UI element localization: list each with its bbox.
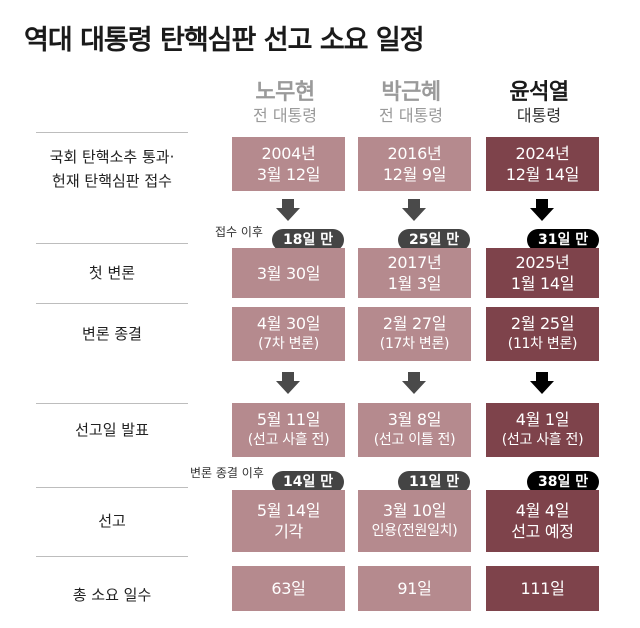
arrow-down-icon: [276, 199, 300, 221]
cell-filing-park: 2016년 12월 9일: [358, 137, 471, 191]
row-divider: [36, 243, 188, 244]
interval-badge-park: 11일 만: [398, 471, 471, 493]
cell-total-days-yoon: 111일: [486, 566, 599, 611]
row-label-hearing-end: 변론 종결: [82, 325, 142, 343]
cell-announcement-yoon: 4월 1일 (선고 사흘 전): [486, 403, 599, 457]
page-title: 역대 대통령 탄핵심판 선고 소요 일정: [24, 25, 425, 56]
cell-hearing-end-yoon: 2월 25일 (11차 변론): [486, 307, 599, 361]
row-divider: [36, 487, 188, 488]
cell-verdict-park: 3월 10일 인용(전원일치): [358, 490, 471, 552]
cell-hearing-end-park: 2월 27일 (17차 변론): [358, 307, 471, 361]
row-divider: [36, 403, 188, 404]
arrow-down-icon: [530, 372, 554, 394]
interval-badge-roh: 14일 만: [272, 471, 345, 493]
cell-filing-roh: 2004년 3월 12일: [232, 137, 345, 191]
column-name: 노무현: [255, 80, 315, 105]
interval-badge-yoon: 31일 만: [527, 229, 600, 251]
cell-hearing-end-roh: 4월 30일 (7차 변론): [232, 307, 345, 361]
cell-first-hearing-roh: 3월 30일: [232, 248, 345, 298]
column-header-park: 박근혜 전 대통령: [351, 80, 471, 126]
cell-first-hearing-park: 2017년 1월 3일: [358, 248, 471, 298]
row-divider: [36, 556, 188, 557]
arrow-down-icon: [276, 372, 300, 394]
cell-verdict-roh: 5월 14일 기각: [232, 490, 345, 552]
cell-announcement-roh: 5월 11일 (선고 사흘 전): [232, 403, 345, 457]
column-role: 전 대통령: [253, 106, 317, 125]
arrow-down-icon: [402, 199, 426, 221]
cell-announcement-park: 3월 8일 (선고 이틀 전): [358, 403, 471, 457]
row-label-announcement: 선고일 발표: [75, 421, 149, 439]
cell-total-days-park: 91일: [358, 566, 471, 611]
row-divider: [36, 132, 188, 133]
column-name: 박근혜: [381, 80, 441, 105]
row-label-filing: 국회 탄핵소추 통과· 헌재 탄핵심판 접수: [49, 148, 175, 190]
interval-note-hearing-end: 변론 종결 이후: [190, 466, 264, 480]
column-name: 윤석열: [509, 80, 569, 105]
row-label-total-days: 총 소요 일수: [72, 586, 152, 604]
interval-badge-park: 25일 만: [398, 229, 471, 251]
column-role: 대통령: [516, 106, 562, 125]
interval-note-filing: 접수 이후: [215, 225, 263, 239]
cell-total-days-roh: 63일: [232, 566, 345, 611]
row-label-first-hearing: 첫 변론: [88, 264, 136, 282]
column-header-yoon: 윤석열 대통령: [479, 80, 599, 126]
row-label-verdict: 선고: [98, 512, 126, 530]
column-header-roh: 노무현 전 대통령: [225, 80, 345, 126]
interval-badge-yoon: 38일 만: [527, 471, 600, 493]
cell-filing-yoon: 2024년 12월 14일: [486, 137, 599, 191]
arrow-down-icon: [530, 199, 554, 221]
arrow-down-icon: [402, 372, 426, 394]
row-divider: [36, 303, 188, 304]
cell-first-hearing-yoon: 2025년 1월 14일: [486, 248, 599, 298]
interval-badge-roh: 18일 만: [272, 229, 345, 251]
cell-verdict-yoon: 4월 4일 선고 예정: [486, 490, 599, 552]
column-role: 전 대통령: [379, 106, 443, 125]
